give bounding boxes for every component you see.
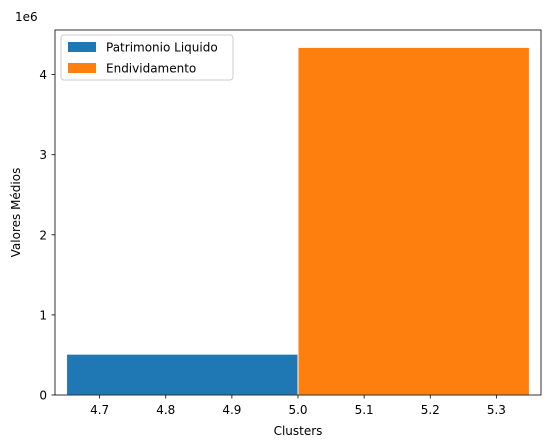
- x-axis-ticks: 4.7 4.8 4.9 5.0 5.1 5.2 5.3: [90, 395, 506, 417]
- x-tick-label: 4.7: [90, 403, 109, 417]
- legend-swatch: [68, 63, 96, 73]
- y-tick-label: 3: [39, 148, 47, 162]
- legend-swatch: [68, 42, 96, 52]
- y-axis-ticks: 0 1 2 3 4: [39, 68, 55, 402]
- x-tick-label: 5.0: [288, 403, 307, 417]
- y-tick-label: 4: [39, 68, 47, 82]
- y-scale-label: 1e6: [15, 10, 38, 24]
- bars-layer: [67, 47, 530, 395]
- x-axis-label: Clusters: [274, 424, 323, 438]
- y-tick-label: 2: [39, 228, 47, 242]
- x-tick-label: 4.9: [222, 403, 241, 417]
- legend-label: Endividamento: [106, 62, 196, 76]
- x-tick-label: 5.1: [355, 403, 374, 417]
- y-tick-label: 1: [39, 308, 47, 322]
- legend-label: Patrimonio Liquido: [106, 41, 218, 55]
- y-tick-label: 0: [39, 389, 47, 403]
- x-tick-label: 4.8: [156, 403, 175, 417]
- x-tick-label: 5.3: [487, 403, 506, 417]
- y-axis-label: Valores Médios: [9, 168, 23, 258]
- bar-2-1: [298, 47, 529, 395]
- bar-1-1: [67, 354, 298, 395]
- x-tick-label: 5.2: [421, 403, 440, 417]
- legend: Patrimonio Liquido Endividamento: [61, 35, 233, 80]
